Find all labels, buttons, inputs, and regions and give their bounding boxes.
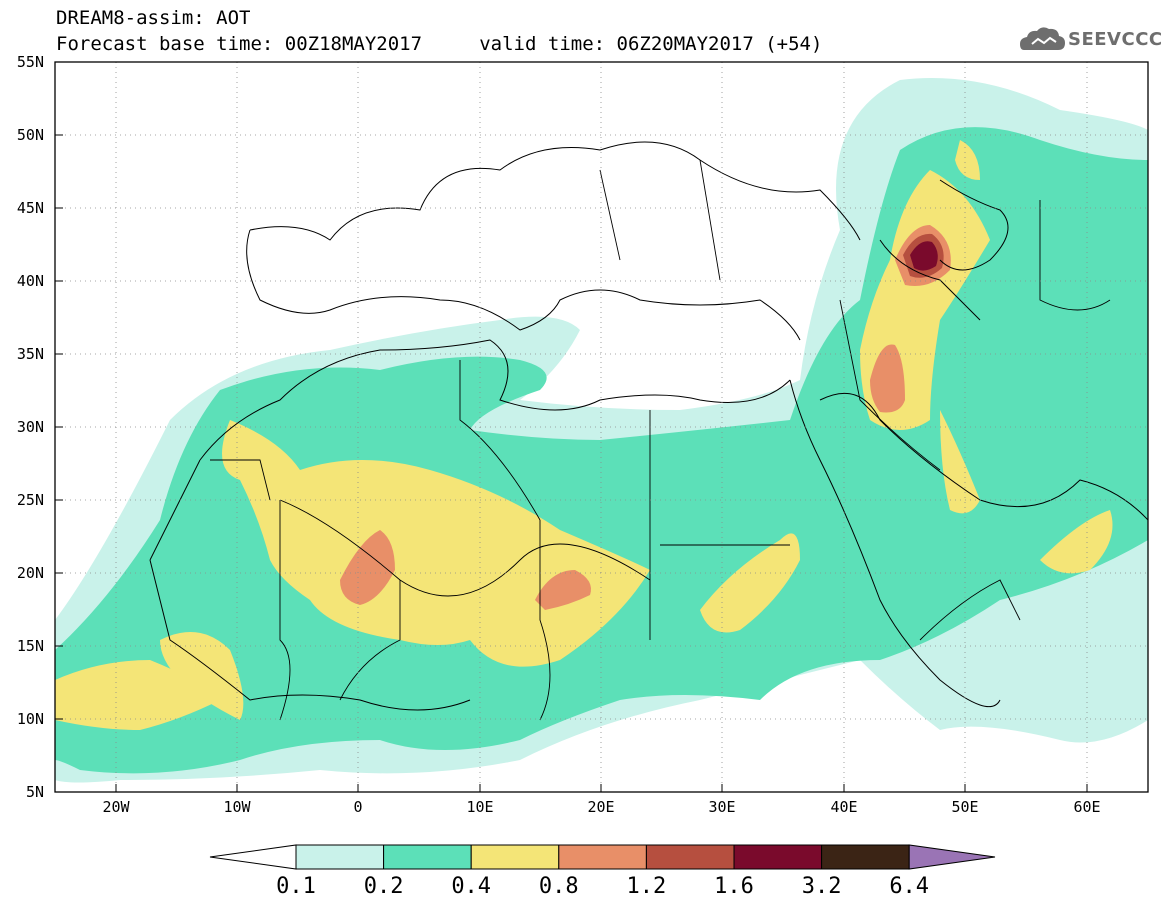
colorbar-label: 1.2 <box>627 874 667 899</box>
chart-title: DREAM8-assim: AOT <box>56 7 251 29</box>
colorbar-label: 0.4 <box>451 874 491 899</box>
logo-text: SEEVCCC <box>1068 29 1163 50</box>
colorbar-labels: 0.1 0.2 0.4 0.8 1.2 1.6 3.2 6.4 <box>276 874 929 899</box>
colorbar-swatch <box>733 844 823 870</box>
colorbar-label: 3.2 <box>802 874 842 899</box>
lat-label: 35N <box>17 345 44 363</box>
coastlines <box>149 141 1148 711</box>
colorbar-swatch <box>558 844 647 870</box>
lon-label: 30E <box>708 798 735 816</box>
lon-label: 10W <box>223 798 251 816</box>
colorbar-swatch <box>645 844 735 870</box>
colorbar-label: 0.2 <box>364 874 404 899</box>
axis-ticks <box>55 134 1088 792</box>
lat-label: 15N <box>17 637 44 655</box>
lon-label: 40E <box>830 798 857 816</box>
cloud-logo-icon <box>1020 27 1065 50</box>
colorbar-swatch <box>470 844 560 870</box>
lat-labels: 55N 50N 45N 40N 35N 30N 25N 20N 15N 10N … <box>17 53 44 801</box>
country-borders <box>210 159 1111 721</box>
lat-label: 45N <box>17 199 44 217</box>
lat-label: 30N <box>17 418 44 436</box>
lat-label: 55N <box>17 53 44 71</box>
lat-label: 5N <box>26 783 44 801</box>
lon-label: 20E <box>587 798 614 816</box>
chart-subtitle: Forecast base time: 00Z18MAY2017 valid t… <box>56 33 823 55</box>
lat-label: 40N <box>17 272 44 290</box>
aot-fields <box>55 78 1148 783</box>
lat-label: 25N <box>17 491 44 509</box>
lon-label: 20W <box>102 798 130 816</box>
colorbar-swatch <box>295 844 385 870</box>
colorbar-label: 0.1 <box>276 874 316 899</box>
colorbar-label: 0.8 <box>539 874 579 899</box>
colorbar-upper-arrow <box>908 844 996 870</box>
lat-label: 20N <box>17 564 44 582</box>
lon-label: 0 <box>353 798 362 816</box>
colorbar-swatch <box>383 844 472 870</box>
colorbar-label: 1.6 <box>714 874 754 899</box>
colorbar-swatch <box>821 844 910 870</box>
lat-label: 10N <box>17 710 44 728</box>
lon-label: 60E <box>1073 798 1100 816</box>
colorbar-lower-arrow <box>209 844 297 870</box>
lon-label: 50E <box>951 798 978 816</box>
lon-label: 10E <box>466 798 493 816</box>
lon-labels: 20W 10W 0 10E 20E 30E 40E 50E 60E <box>102 798 1100 816</box>
aot-level-1.6 <box>910 241 938 271</box>
lat-label: 50N <box>17 126 44 144</box>
map-grid <box>55 62 1148 792</box>
colorbar <box>209 844 996 870</box>
colorbar-label: 6.4 <box>889 874 929 899</box>
